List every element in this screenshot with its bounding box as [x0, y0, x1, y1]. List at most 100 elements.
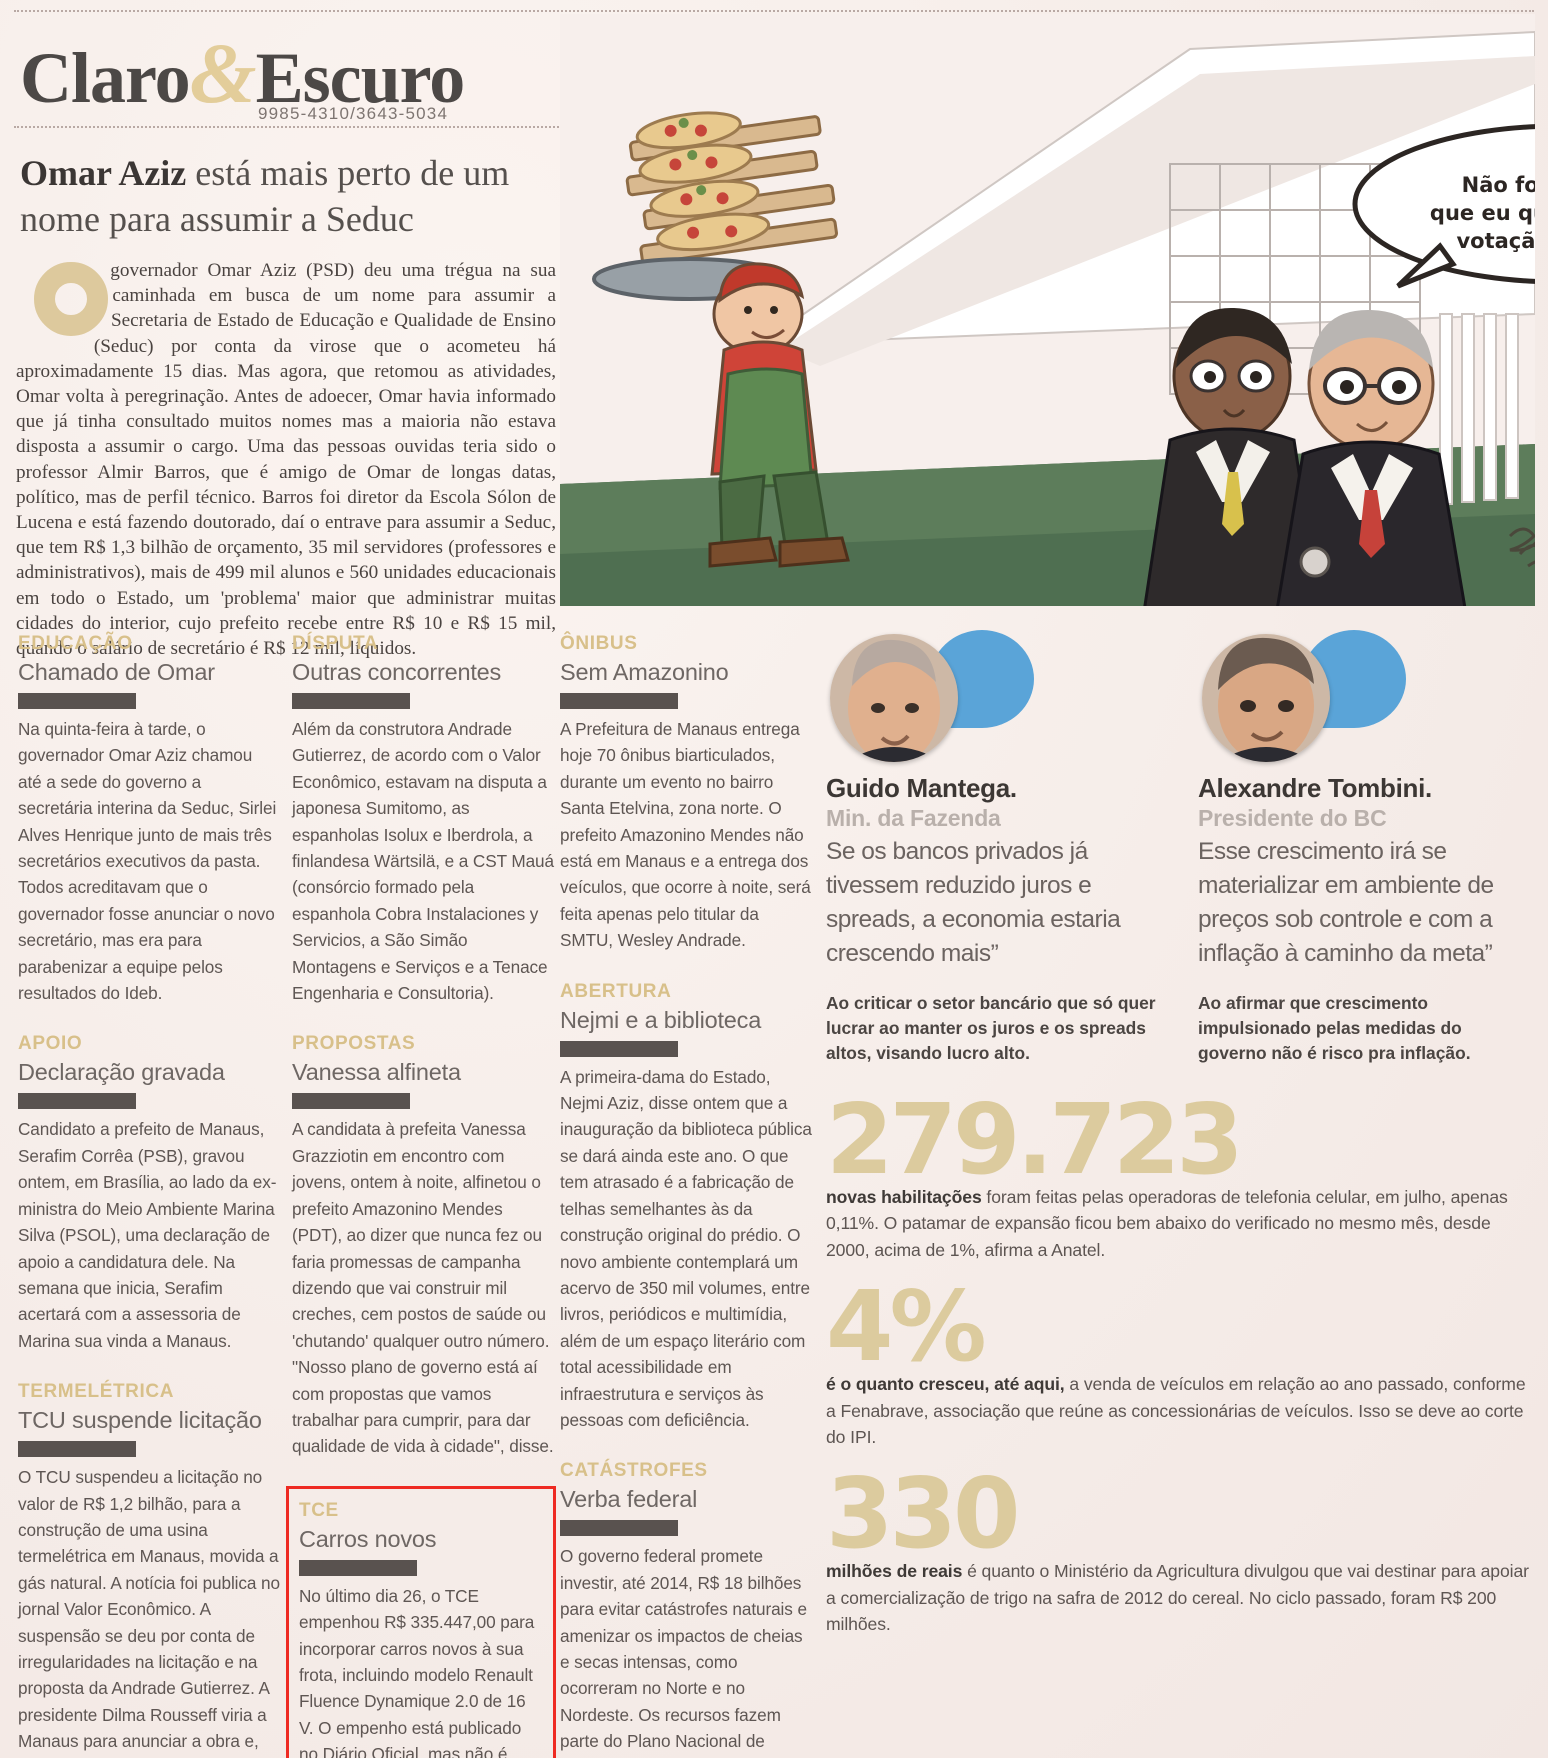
brief-rule-bar [18, 1093, 136, 1110]
brief-kicker: APOIO [18, 1033, 83, 1055]
brief-title: TCU suspende licitação [18, 1407, 262, 1434]
brief-item-highlighted: TCE Carros novos No último dia 26, o TCE e… [286, 1485, 556, 1758]
quote-person-role: Min. da Fazenda [826, 805, 1001, 831]
statistic-caption-rest: a venda de veículos em relação ao ano pa… [826, 1374, 1526, 1448]
right-rail: Guido Mantega. Min. da Fazenda Se os banco… [826, 626, 1532, 1654]
headline-rest: está mais perto de um nome para assumir … [20, 153, 510, 239]
briefs-column-1: EDUCAÇÃO Chamado de Omar Na quinta-feira à… [18, 632, 280, 1758]
quote-cards: Guido Mantega. Min. da Fazenda Se os banco… [826, 626, 1532, 1066]
brief-item: PROPOSTAS Vanessa alfineta A candidata à p… [292, 1032, 554, 1459]
brief-rule-bar [292, 693, 410, 709]
quote-footnote: Ao criticar o setor bancário que só quer… [826, 993, 1156, 1063]
svg-text:Não foi bem isso: Não foi bem isso [1462, 173, 1535, 197]
quote-text: Se os bancos privados já tivessem reduzi… [826, 838, 1121, 967]
brief-item: APOIO Declaração gravada Candidato a prefe… [18, 1032, 280, 1354]
brief-kicker: PROPOSTAS [292, 1033, 416, 1055]
brief-kicker: ÔNIBUS [560, 633, 638, 654]
brief-body-text: A Prefeitura de Manaus entrega hoje 70 ô… [560, 719, 811, 951]
brief-item: DÍSPUTA Outras concorrentes Além da constr… [292, 632, 554, 1006]
brief-kicker: ABERTURA [560, 980, 672, 1002]
statistic-caption-rest: foram feitas pelas operadoras de telefon… [826, 1187, 1508, 1260]
quote-person-name: Guido Mantega. [826, 773, 1017, 803]
quote-head [1198, 626, 1532, 772]
lead-body-text: governador Omar Aziz (PSD) deu uma trégu… [16, 260, 556, 660]
svg-text:que eu quis dizer com: que eu quis dizer com [1430, 201, 1535, 225]
quote-head [826, 626, 1160, 772]
brief-rule-bar [560, 693, 678, 709]
brief-body-text: O TCU suspendeu a licitação no valor de … [18, 1467, 280, 1758]
statistic-number: 279.723 [826, 1083, 1244, 1196]
masthead-title: Claro&Escuro [20, 30, 580, 121]
masthead-word-escuro: Escuro [255, 38, 466, 118]
headline-lead-name: Omar Aziz [20, 153, 187, 193]
brief-rule-bar [18, 1441, 136, 1458]
brief-kicker: TCE [299, 1499, 339, 1521]
page-headline: Omar Aziz está mais perto de um nome par… [20, 150, 550, 242]
brief-title: Outras concorrentes [292, 659, 502, 685]
statistic-caption: novas habilitações foram feitas pelas op… [826, 1184, 1532, 1263]
statistic-caption-lead: milhões de reais [826, 1561, 963, 1582]
cartoon-illustration: Não foi bem isso que eu quis dizer com v… [560, 14, 1535, 606]
lead-paragraph: governador Omar Aziz (PSD) deu uma trégu… [16, 258, 556, 661]
brief-item: ABERTURA Nejmi e a biblioteca A primeira-d… [560, 980, 812, 1434]
quote-footnote: Ao afirmar que crescimento impulsionado … [1198, 993, 1471, 1063]
statistics-list: 279.723 novas habilitações foram feitas p… [826, 1083, 1532, 1638]
statistic-number: 330 [826, 1457, 1020, 1571]
brief-item: CATÁSTROFES Verba federal O governo federa… [560, 1459, 812, 1758]
editorial-cartoon: Não foi bem isso que eu quis dizer com v… [560, 14, 1535, 606]
brief-title: Nejmi e a biblioteca [560, 1006, 762, 1033]
quote-person-name: Alexandre Tombini. [1198, 773, 1432, 803]
brief-title: Verba federal [560, 1486, 698, 1513]
brief-body-text: Além da construtora Andrade Gutierrez, d… [292, 719, 554, 1004]
masthead-word-claro: Claro [20, 38, 191, 118]
brief-body-text: A candidata à prefeita Vanessa Grazzioti… [292, 1119, 554, 1457]
cartoonist-signature [1508, 527, 1535, 568]
briefs-column-2: DÍSPUTA Outras concorrentes Além da constr… [286, 632, 556, 1758]
brief-rule-bar [560, 1040, 678, 1057]
statistic-block: 4% é o quanto cresceu, até aqui, a venda … [826, 1270, 1532, 1450]
brief-rule-bar [18, 693, 136, 709]
masthead-phone-numbers: 9985-4310/3643-5034 [258, 104, 449, 123]
briefs-column-3: ÔNIBUS Sem Amazonino A Prefeitura de Manau… [560, 632, 812, 1758]
quote-text: Esse crescimento irá se materializar em … [1198, 838, 1494, 967]
brief-body-text: A primeira-dama do Estado, Nejmi Aziz, d… [560, 1066, 812, 1430]
brief-item: ÔNIBUS Sem Amazonino A Prefeitura de Manau… [560, 632, 812, 954]
statistic-caption-lead: novas habilitações [826, 1187, 982, 1207]
brief-kicker: TERMELÉTRICA [18, 1381, 175, 1403]
statistic-caption-lead: é o quanto cresceu, até aqui, [826, 1374, 1065, 1395]
statistic-number: 4% [826, 1270, 987, 1384]
quote-person-role: Presidente do BC [1198, 805, 1387, 831]
brief-kicker: EDUCAÇÃO [18, 633, 133, 654]
statistic-block: 330 milhões de reais é quanto o Ministéri… [826, 1457, 1532, 1637]
brief-kicker: CATÁSTROFES [560, 1460, 708, 1482]
brief-body-text: No último dia 26, o TCE empenhou R$ 335.… [299, 1585, 535, 1758]
brief-title: Sem Amazonino [560, 659, 729, 685]
brief-body-text: O governo federal promete investir, até … [560, 1546, 807, 1758]
statistic-block: 279.723 novas habilitações foram feitas p… [826, 1083, 1532, 1263]
brief-kicker: DÍSPUTA [292, 633, 379, 654]
brief-rule-bar [560, 1520, 678, 1537]
brief-rule-bar [299, 1559, 417, 1576]
svg-text:votação 'fatiada'!: votação 'fatiada'! [1456, 229, 1535, 253]
statistic-caption-rest: é quanto o Ministério da Agricultura div… [826, 1561, 1529, 1635]
brief-item: TERMELÉTRICA TCU suspende licitação O TCU … [18, 1380, 280, 1758]
statistic-caption: milhões de reais é quanto o Ministério d… [826, 1558, 1532, 1637]
drop-cap-o [34, 262, 108, 336]
masthead: Claro&Escuro 9985-4310/3643-5034 [20, 30, 580, 125]
brief-body-text: Candidato a prefeito de Manaus, Serafim … [18, 1119, 277, 1351]
avatar [1202, 634, 1330, 762]
quote-card: Guido Mantega. Min. da Fazenda Se os banco… [826, 626, 1160, 1066]
top-dotted-rule [14, 10, 1534, 12]
quote-card: Alexandre Tombini. Presidente do BC Esse c… [1198, 626, 1532, 1066]
masthead-ampersand: & [189, 25, 257, 121]
brief-title: Vanessa alfineta [292, 1059, 461, 1086]
brief-rule-bar [292, 1093, 410, 1110]
brief-body-text: Na quinta-feira à tarde, o governador Om… [18, 719, 277, 1004]
statistic-caption: é o quanto cresceu, até aqui, a venda de… [826, 1371, 1532, 1450]
brief-title: Carros novos [299, 1525, 437, 1552]
brief-title: Chamado de Omar [18, 659, 215, 685]
brief-item: EDUCAÇÃO Chamado de Omar Na quinta-feira à… [18, 632, 280, 1006]
avatar [830, 634, 958, 762]
brief-title: Declaração gravada [18, 1059, 225, 1086]
